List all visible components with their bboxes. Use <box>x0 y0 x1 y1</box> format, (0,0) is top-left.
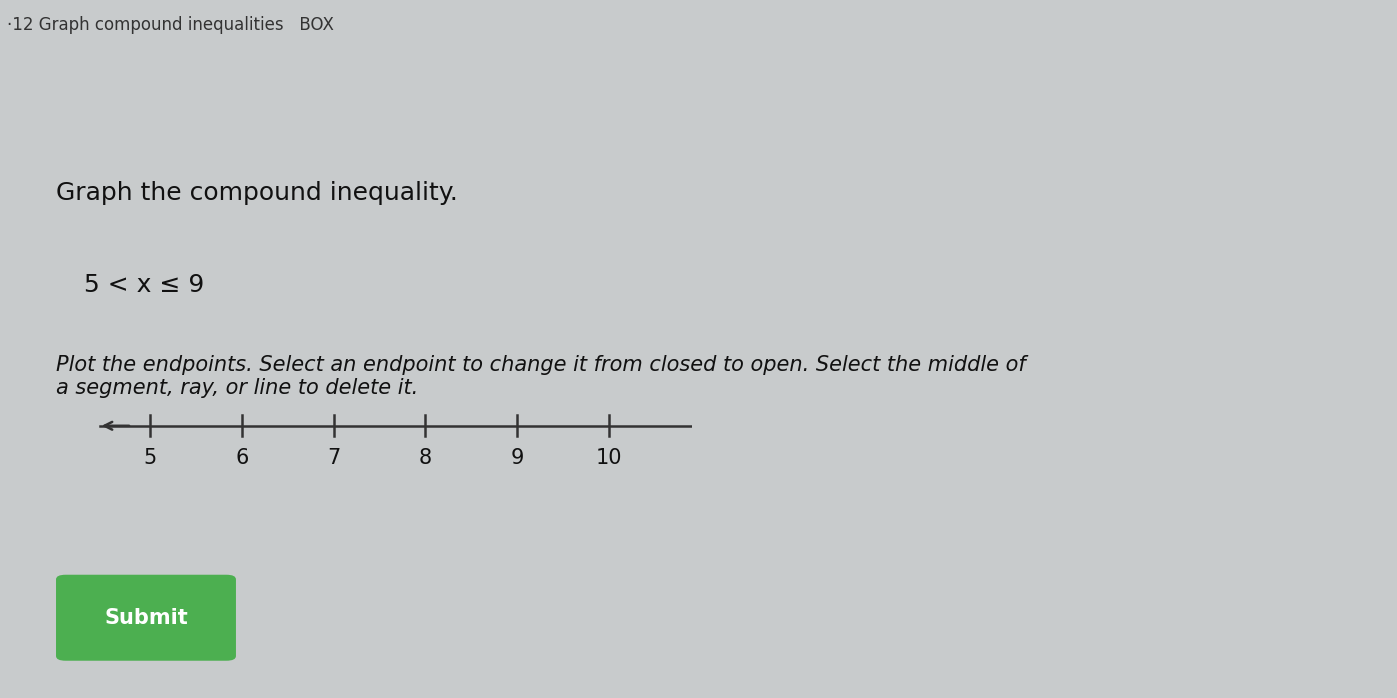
Text: Plot the endpoints. Select an endpoint to change it from closed to open. Select : Plot the endpoints. Select an endpoint t… <box>56 355 1025 398</box>
Text: 10: 10 <box>595 448 622 468</box>
Text: ·12 Graph compound inequalities   BOX: ·12 Graph compound inequalities BOX <box>7 16 334 34</box>
Text: Submit: Submit <box>105 608 187 628</box>
Text: 7: 7 <box>327 448 341 468</box>
Text: 6: 6 <box>235 448 249 468</box>
Text: 5 < x ≤ 9: 5 < x ≤ 9 <box>84 274 204 297</box>
Text: 8: 8 <box>419 448 432 468</box>
Text: 5: 5 <box>144 448 156 468</box>
FancyBboxPatch shape <box>56 574 236 661</box>
Text: 9: 9 <box>510 448 524 468</box>
Text: Graph the compound inequality.: Graph the compound inequality. <box>56 181 458 205</box>
